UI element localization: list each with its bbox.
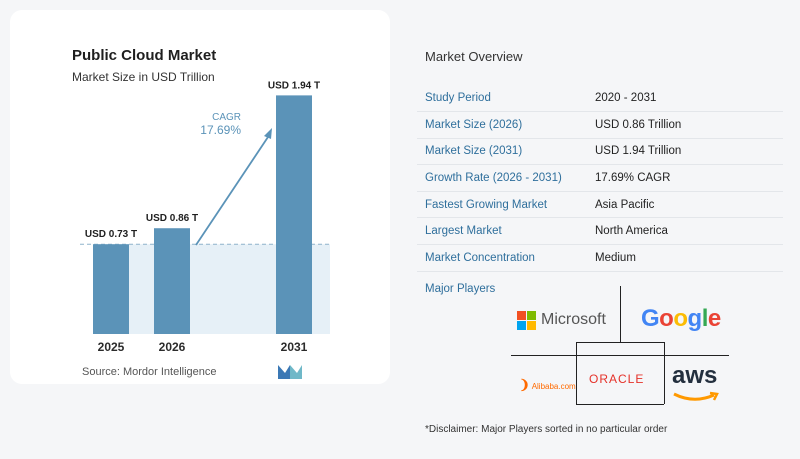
divider — [664, 342, 665, 404]
bar — [276, 95, 312, 334]
overview-key: Largest Market — [417, 217, 587, 246]
overview-value: USD 1.94 Trillion — [587, 138, 783, 166]
divider — [576, 342, 664, 343]
divider — [576, 342, 577, 404]
overview-table: Study Period 2020 - 2031 Market Size (2026… — [417, 85, 783, 272]
overview-row: Largest Market North America — [417, 217, 783, 246]
microsoft-logo-icon — [517, 311, 536, 330]
overview-key: Growth Rate (2026 - 2031) — [417, 164, 587, 192]
bar-chart: USD 0.73 T 2025 USD 0.86 T 2026 USD 1.94 T 20… — [80, 80, 330, 354]
data-label: USD 1.94 T — [268, 80, 320, 91]
microsoft-logo-text: Microsoft — [541, 311, 606, 328]
cagr-arrow — [195, 133, 271, 246]
google-logo: Google — [641, 305, 721, 332]
major-players-title: Major Players — [425, 283, 496, 295]
overview-row: Fastest Growing Market Asia Pacific — [417, 191, 783, 219]
overview-key: Fastest Growing Market — [417, 191, 587, 219]
overview-row: Study Period 2020 - 2031 — [417, 85, 783, 113]
x-tick-label: 2025 — [98, 340, 125, 354]
divider — [511, 355, 729, 356]
overview-row: Market Size (2031) USD 1.94 Trillion — [417, 138, 783, 166]
chart-subtitle: Market Size in USD Trillion — [72, 70, 215, 84]
overview-value: Asia Pacific — [587, 191, 783, 219]
cagr-label: CAGR — [212, 112, 241, 123]
divider — [576, 404, 664, 405]
overview-title: Market Overview — [425, 49, 523, 64]
overview-value: 17.69% CAGR — [587, 164, 783, 192]
x-tick-label: 2026 — [159, 340, 186, 354]
alibaba-logo: ❩ Alibaba.com — [519, 377, 576, 392]
overview-value: North America — [587, 217, 783, 246]
aws-logo: aws — [672, 362, 718, 389]
overview-value: USD 0.86 Trillion — [587, 111, 783, 139]
x-tick-label: 2031 — [281, 340, 308, 354]
disclaimer-text: *Disclaimer: Major Players sorted in no … — [425, 424, 668, 435]
overview-key: Study Period — [417, 85, 587, 113]
overview-value: 2020 - 2031 — [587, 85, 783, 113]
mordor-logo-icon — [278, 365, 302, 379]
overview-row: Market Size (2026) USD 0.86 Trillion — [417, 111, 783, 139]
overview-key: Market Size (2026) — [417, 111, 587, 139]
overview-key: Market Concentration — [417, 244, 587, 272]
bar — [93, 244, 129, 334]
source-text: Source: Mordor Intelligence — [82, 366, 217, 378]
oracle-logo: ORACLE — [589, 372, 645, 386]
aws-smile-icon — [673, 391, 719, 401]
chart-title: Public Cloud Market — [72, 47, 217, 64]
divider — [620, 286, 621, 343]
bar — [154, 228, 190, 334]
overview-row: Growth Rate (2026 - 2031) 17.69% CAGR — [417, 164, 783, 192]
cagr-value: 17.69% — [200, 123, 241, 137]
overview-key: Market Size (2031) — [417, 138, 587, 166]
cagr-arrowhead — [264, 128, 272, 139]
data-label: USD 0.73 T — [85, 229, 137, 240]
overview-value: Medium — [587, 244, 783, 272]
overview-row: Market Concentration Medium — [417, 244, 783, 272]
data-label: USD 0.86 T — [146, 213, 198, 224]
